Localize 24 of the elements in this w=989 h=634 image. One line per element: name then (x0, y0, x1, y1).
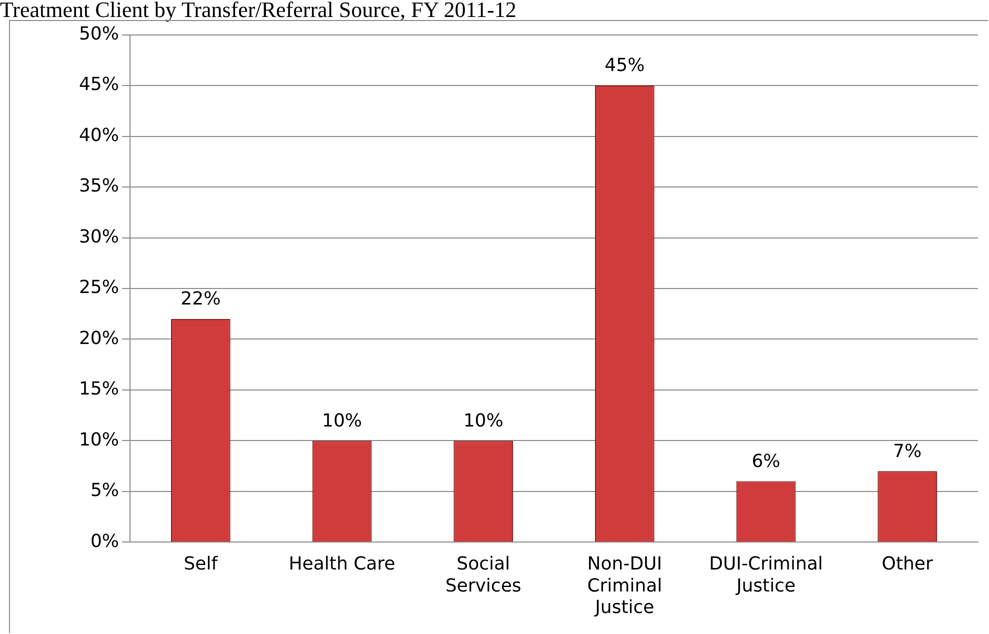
y-tick-label: 0% (90, 530, 119, 552)
data-label: 10% (322, 410, 362, 432)
data-label: 7% (893, 440, 922, 462)
data-label: 45% (604, 55, 645, 76)
y-tick-label: 25% (78, 277, 119, 298)
y-tick-label: 35% (78, 176, 119, 197)
y-tick-label: 5% (90, 480, 119, 502)
x-tick-label: Social Services (445, 554, 522, 596)
data-label: 6% (752, 450, 780, 472)
x-tick-label: Non-DUI Criminal Justice (587, 554, 662, 618)
data-label: 22% (180, 288, 221, 310)
y-tick-label: 10% (78, 429, 119, 450)
x-tick-label: Health Care (288, 554, 396, 575)
y-tick-label: 20% (78, 328, 119, 349)
y-tick-label: 50% (78, 23, 119, 44)
x-tick-label: DUI-Criminal Justice (709, 554, 823, 596)
x-tick-label: Other (882, 554, 934, 575)
x-tick-label: Self (184, 554, 218, 575)
y-tick-label: 15% (78, 378, 119, 400)
y-tick-label: 40% (78, 124, 119, 146)
chart-title: Treatment Client by Transfer/Referral Source, FY 2011-12 (0, 0, 516, 23)
y-tick-label: 45% (78, 74, 119, 96)
data-label: 10% (463, 410, 504, 432)
y-tick-label: 30% (78, 226, 119, 248)
